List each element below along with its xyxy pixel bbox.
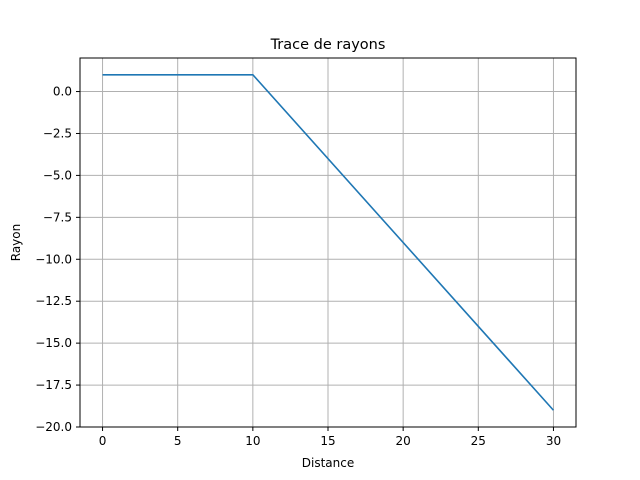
y-tick-label: −5.0: [43, 168, 72, 182]
x-tick-label: 0: [99, 434, 107, 448]
y-tick-label: −17.5: [35, 378, 72, 392]
x-tick-label: 20: [396, 434, 411, 448]
x-axis: 0 5 10 15 20 25 30: [99, 427, 561, 448]
x-tick-label: 25: [471, 434, 486, 448]
y-axis: 0.0 −2.5 −5.0 −7.5 −10.0 −12.5 −15.0 −17.5 −20.0: [35, 85, 80, 434]
y-tick-label: −10.0: [35, 252, 72, 266]
series-line-rayon: [102, 73, 555, 411]
x-tick-label: 30: [546, 434, 561, 448]
x-tick-label: 15: [320, 434, 335, 448]
x-axis-label: Distance: [302, 456, 354, 470]
y-tick-label: −20.0: [35, 420, 72, 434]
y-tick-label: −7.5: [43, 210, 72, 224]
chart-title: Trace de rayons: [270, 37, 386, 53]
x-tick-label: 5: [174, 434, 182, 448]
series-layer: [102, 73, 555, 411]
x-tick-label: 10: [245, 434, 260, 448]
y-tick-label: 0.0: [53, 85, 72, 99]
y-axis-label: Rayon: [9, 224, 23, 261]
y-tick-label: −15.0: [35, 336, 72, 350]
y-tick-label: −12.5: [35, 294, 72, 308]
grid: [80, 58, 576, 428]
y-tick-label: −2.5: [43, 126, 72, 140]
